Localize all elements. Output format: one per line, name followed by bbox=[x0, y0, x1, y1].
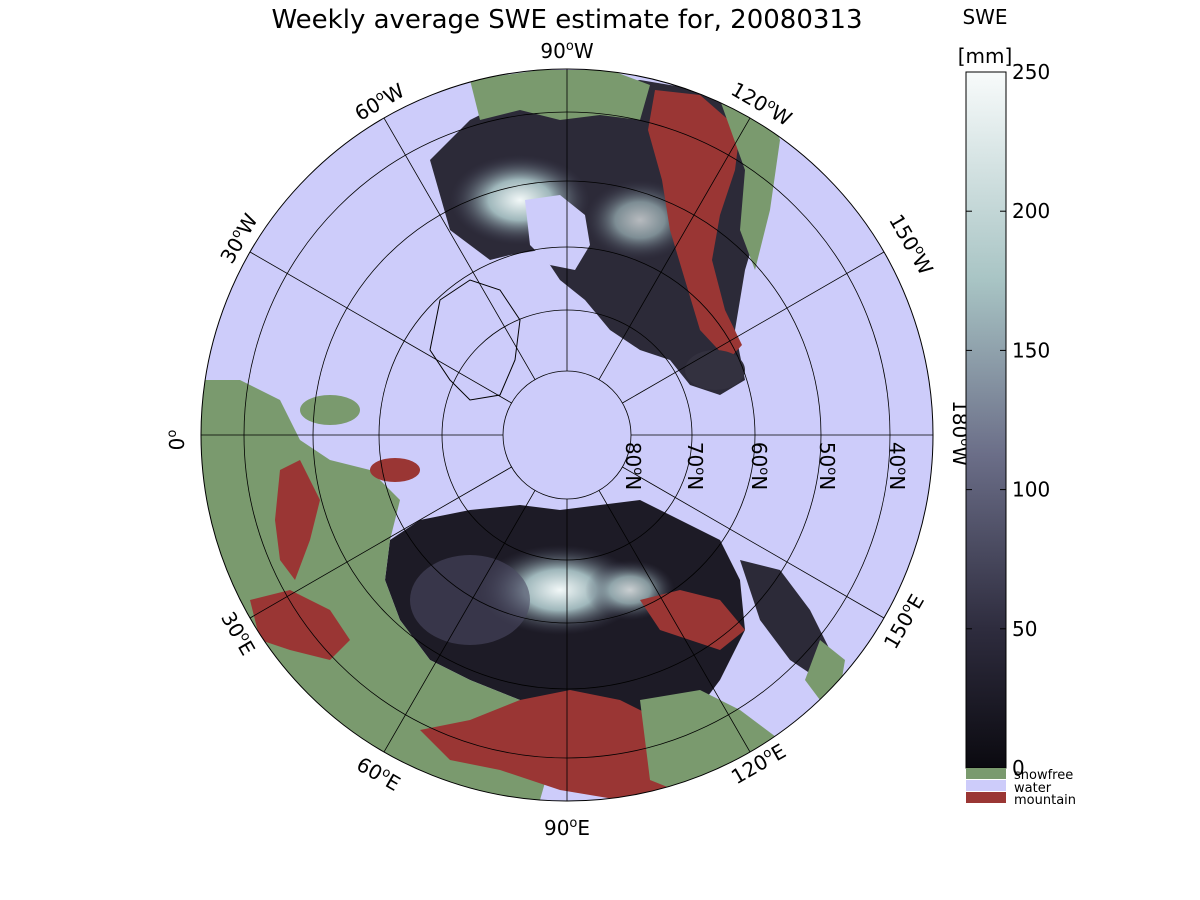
polar-map bbox=[201, 69, 933, 801]
colorbar-tick-label: 100 bbox=[1012, 478, 1050, 502]
scandinavia-mountains bbox=[275, 460, 320, 580]
lon-label-0: 0o bbox=[165, 430, 189, 451]
lon-label-90w: 90oW bbox=[540, 39, 593, 63]
colorbar: SWE [mm] 250 200 150 100 50 0 snowfree water … bbox=[958, 5, 1076, 808]
colorbar-label-swe: SWE bbox=[962, 5, 1007, 29]
iceland bbox=[300, 395, 360, 425]
meridian-line bbox=[622, 251, 885, 404]
colorbar-tick-label: 150 bbox=[1012, 338, 1050, 362]
north-america-snowfree bbox=[470, 70, 650, 120]
lat-label-40n: 40oN bbox=[885, 442, 909, 490]
colorbar-label-unit: [mm] bbox=[958, 44, 1013, 68]
alaska-coast bbox=[685, 350, 745, 390]
meridian-line bbox=[383, 117, 536, 380]
east-siberia-mountains bbox=[640, 590, 745, 650]
legend-label-mountain: mountain bbox=[1014, 793, 1076, 808]
svalbard bbox=[370, 458, 420, 482]
legend-swatch-water bbox=[966, 780, 1006, 791]
lat-label-70n: 70oN bbox=[683, 442, 707, 490]
lat-label-60n: 60oN bbox=[747, 442, 771, 490]
colorbar-tick-label: 0 bbox=[1012, 756, 1025, 780]
meridian-line bbox=[249, 251, 512, 404]
hudson-bay bbox=[525, 195, 590, 270]
lat-label-50n: 50oN bbox=[815, 442, 839, 490]
colorbar-ticks: 250 200 150 100 50 0 bbox=[966, 60, 1050, 780]
north-america-snowfree-2 bbox=[720, 90, 780, 270]
meridian-line bbox=[383, 490, 536, 753]
map-border bbox=[200, 68, 934, 802]
lon-label-120w: 120oW bbox=[727, 77, 796, 131]
rocky-mountains bbox=[648, 90, 742, 360]
colorbar-tick-label: 250 bbox=[1012, 60, 1050, 84]
lat-label-80n: 80oN bbox=[621, 442, 645, 490]
meridian-line bbox=[598, 117, 751, 380]
latitude-labels: 40oN 50oN 60oN 70oN 80oN bbox=[621, 442, 909, 490]
colorbar-tick-label: 50 bbox=[1012, 617, 1037, 641]
legend-label-water: water bbox=[1014, 781, 1052, 796]
colorbar-gradient bbox=[965, 71, 1007, 769]
colorbar-tick-label: 200 bbox=[1012, 199, 1050, 223]
kamchatka bbox=[740, 560, 830, 680]
lon-label-90e: 90oE bbox=[544, 816, 590, 840]
eurasia-snow-midtone bbox=[410, 555, 530, 645]
meridian-line bbox=[598, 490, 751, 753]
map-title: Weekly average SWE estimate for, 2008031… bbox=[271, 5, 862, 35]
greenland bbox=[429, 279, 521, 401]
legend-swatch-mountain bbox=[966, 792, 1006, 803]
meridian-line bbox=[249, 466, 512, 619]
legend-label-snowfree: snowfree bbox=[1014, 768, 1073, 783]
legend-swatch-snowfree bbox=[966, 768, 1006, 779]
graticule bbox=[201, 69, 933, 801]
colorbar-legend: snowfree water mountain bbox=[966, 768, 1076, 808]
alps-mountains bbox=[250, 590, 350, 660]
meridian-line bbox=[622, 466, 885, 619]
